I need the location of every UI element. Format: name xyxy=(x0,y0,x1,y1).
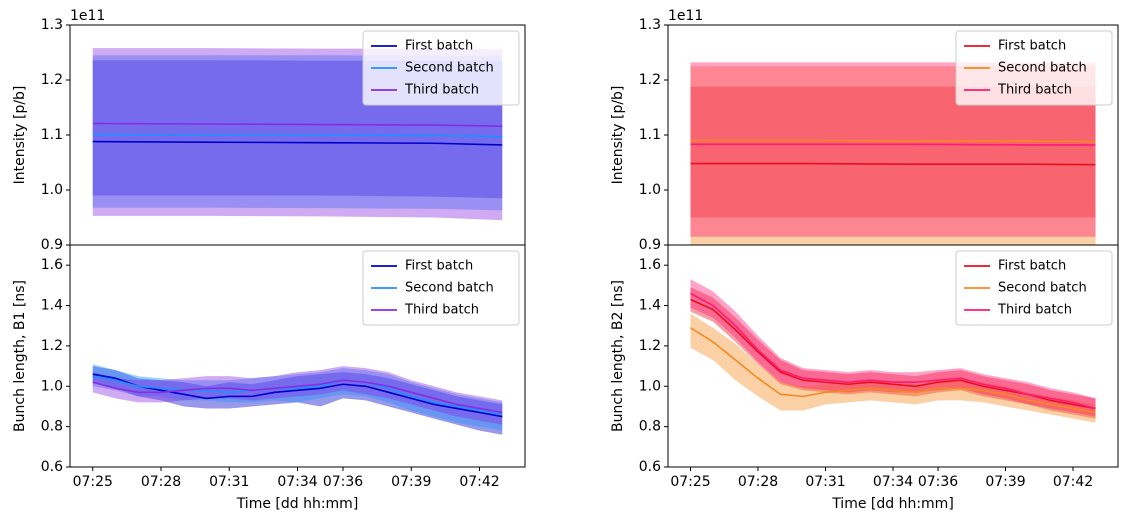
legend: First batch Second batch Third batch xyxy=(362,30,520,106)
legend-label: Third batch xyxy=(997,83,1072,98)
legend-label: Third batch xyxy=(404,83,479,98)
legend-box xyxy=(955,250,1113,326)
x-tick-label: 07:39 xyxy=(985,474,1025,490)
x-tick-label: 07:28 xyxy=(141,474,181,490)
band xyxy=(690,279,1096,417)
y-tick-label: 1.3 xyxy=(639,17,661,33)
series-line xyxy=(92,133,503,138)
legend-label: First batch xyxy=(998,39,1066,54)
y-tick-label: 1.6 xyxy=(41,257,63,273)
plot-area xyxy=(690,62,1096,245)
y-axis-label: Bunch length, B2 [ns] xyxy=(610,280,626,432)
y-tick-label: 0.8 xyxy=(41,419,63,435)
band xyxy=(690,86,1096,218)
y-tick-label: 1.4 xyxy=(41,298,63,314)
offset-text: 1e11 xyxy=(70,8,105,24)
legend-label: Second batch xyxy=(405,61,494,76)
series-line xyxy=(690,292,1096,410)
series-line xyxy=(690,139,1096,143)
legend-box xyxy=(362,30,520,106)
legend-label: Third batch xyxy=(404,303,479,318)
y-tick-label: 1.2 xyxy=(639,72,661,88)
legend-label: Third batch xyxy=(997,303,1072,318)
band xyxy=(92,364,503,431)
legend-box xyxy=(362,250,520,326)
y-tick-label: 1.3 xyxy=(41,17,63,33)
y-axis-label: Intensity [p/b] xyxy=(12,86,28,185)
series-line xyxy=(690,143,1096,146)
x-tick-label: 07:25 xyxy=(670,474,710,490)
band xyxy=(92,366,503,435)
y-tick-label: 1.6 xyxy=(639,257,661,273)
legend: First batch Second batch Third batch xyxy=(955,250,1113,326)
series-line xyxy=(690,327,1096,414)
y-tick-label: 1.0 xyxy=(41,182,63,198)
series-line xyxy=(92,140,503,146)
y-tick-label: 0.9 xyxy=(639,237,661,253)
x-axis-label: Time [dd hh:mm] xyxy=(236,496,359,512)
y-tick-label: 1.2 xyxy=(41,338,63,354)
offset-text: 1e11 xyxy=(668,8,703,24)
x-tick-label: 07:25 xyxy=(73,474,113,490)
legend-label: Second batch xyxy=(998,281,1087,296)
y-tick-label: 1.4 xyxy=(639,298,661,314)
x-tick-label: 07:39 xyxy=(391,474,431,490)
x-tick-label: 07:28 xyxy=(738,474,778,490)
legend: First batch Second batch Third batch xyxy=(955,30,1113,106)
x-axis-label: Time [dd hh:mm] xyxy=(831,496,954,512)
y-tick-label: 0.6 xyxy=(41,459,63,475)
legend: First batch Second batch Third batch xyxy=(362,250,520,326)
y-tick-label: 0.8 xyxy=(639,419,661,435)
y-tick-label: 1.1 xyxy=(41,127,63,143)
x-tick-label: 07:42 xyxy=(1053,474,1093,490)
y-tick-label: 1.2 xyxy=(41,72,63,88)
y-tick-label: 1.0 xyxy=(41,378,63,394)
y-tick-label: 1.2 xyxy=(639,338,661,354)
x-tick-label: 07:34 xyxy=(277,474,317,490)
legend-label: Second batch xyxy=(405,281,494,296)
legend-label: First batch xyxy=(405,39,473,54)
x-tick-label: 07:42 xyxy=(459,474,499,490)
series-line xyxy=(92,373,503,418)
series-line xyxy=(92,122,503,127)
legend-label: Second batch xyxy=(998,61,1087,76)
series-line xyxy=(92,375,503,416)
y-axis-label: Intensity [p/b] xyxy=(610,86,626,185)
legend-label: First batch xyxy=(405,259,473,274)
y-tick-label: 1.0 xyxy=(639,182,661,198)
y-axis-label: Bunch length, B1 [ns] xyxy=(12,280,28,432)
legend-box xyxy=(955,30,1113,106)
x-tick-label: 07:36 xyxy=(323,474,363,490)
band xyxy=(690,62,1096,237)
y-tick-label: 0.6 xyxy=(639,459,661,475)
y-tick-label: 0.9 xyxy=(41,237,63,253)
x-tick-label: 07:36 xyxy=(918,474,958,490)
band xyxy=(92,366,503,425)
plot-area xyxy=(690,279,1096,423)
series-line xyxy=(690,162,1096,166)
legend-label: First batch xyxy=(998,259,1066,274)
y-tick-label: 1.0 xyxy=(639,378,661,394)
series-line xyxy=(92,379,503,414)
y-tick-label: 1.1 xyxy=(639,127,661,143)
x-tick-label: 07:31 xyxy=(209,474,249,490)
band xyxy=(690,66,1096,245)
plot-area xyxy=(92,364,503,435)
x-tick-label: 07:31 xyxy=(805,474,845,490)
x-tick-label: 07:34 xyxy=(873,474,913,490)
